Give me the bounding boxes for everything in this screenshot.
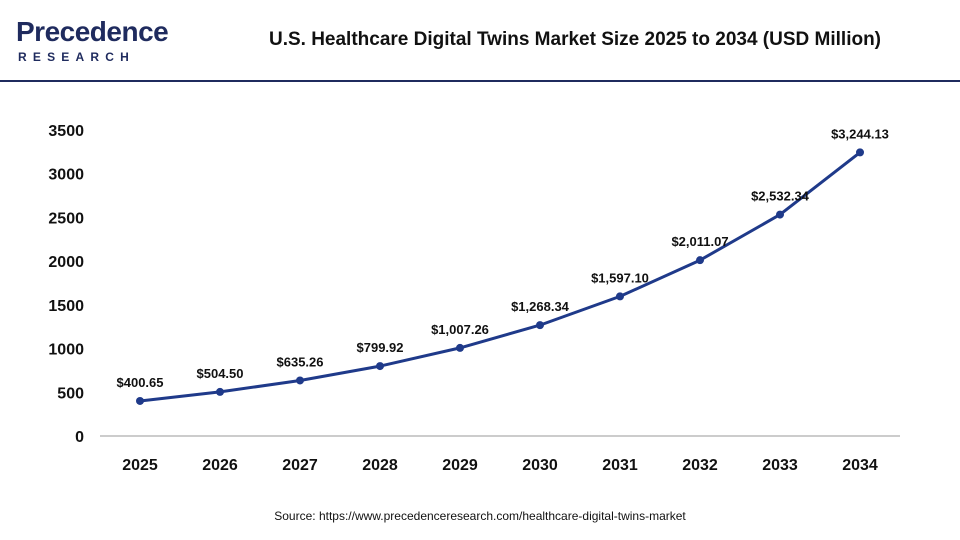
data-label: $2,011.07	[671, 234, 728, 249]
x-tick-label: 2027	[282, 457, 318, 474]
y-tick-label: 2500	[48, 210, 84, 227]
x-tick-label: 2031	[602, 457, 638, 474]
x-tick-label: 2034	[842, 457, 878, 474]
data-point	[536, 321, 544, 330]
x-tick-label: 2025	[122, 457, 158, 474]
x-tick-label: 2030	[522, 457, 558, 474]
x-tick-label: 2028	[362, 457, 398, 474]
y-tick-label: 500	[57, 385, 84, 402]
data-point	[856, 148, 864, 157]
source-label: Source:	[274, 509, 316, 523]
y-tick-label: 0	[75, 429, 84, 446]
y-tick-label: 3000	[48, 167, 84, 184]
data-label: $1,597.10	[591, 270, 649, 285]
y-tick-label: 2000	[48, 254, 84, 271]
data-point	[456, 343, 464, 352]
source-url: https://www.precedenceresearch.com/healt…	[318, 509, 686, 523]
logo-subtitle: RESEARCH	[18, 50, 135, 64]
logo-wordmark: Precedence	[16, 16, 169, 47]
x-tick-label: 2033	[762, 457, 798, 474]
y-tick-label: 1000	[48, 342, 84, 359]
header: Precedence RESEARCH U.S. Healthcare Digi…	[0, 0, 960, 80]
data-point	[136, 396, 144, 405]
data-point	[776, 210, 784, 219]
y-tick-label: 1500	[48, 298, 84, 315]
x-tick-label: 2029	[442, 457, 478, 474]
data-point	[216, 387, 224, 396]
data-label: $1,007.26	[431, 322, 489, 337]
series-line	[138, 150, 862, 403]
chart-title: U.S. Healthcare Digital Twins Market Siz…	[268, 29, 882, 50]
y-tick-label: 3500	[48, 123, 84, 140]
data-label: $2,532.34	[751, 189, 810, 204]
data-point	[296, 376, 304, 385]
data-point	[376, 362, 384, 371]
data-point	[696, 256, 704, 265]
data-label: $799.92	[357, 340, 404, 355]
x-tick-label: 2026	[202, 457, 238, 474]
line-chart: 0 500 1000 1500 2000 2500 3000 3500 2025 2026 2027…	[48, 123, 900, 474]
data-label: $400.65	[117, 375, 164, 390]
data-label: $504.50	[197, 366, 244, 381]
data-label: $3,244.13	[831, 126, 889, 141]
data-label: $1,268.34	[511, 299, 570, 314]
x-tick-label: 2032	[682, 457, 718, 474]
brand-logo: Precedence RESEARCH	[16, 16, 169, 64]
data-label: $635.26	[277, 354, 324, 369]
data-point	[616, 292, 624, 301]
header-divider	[0, 80, 960, 82]
source-note: Source: https://www.precedenceresearch.c…	[0, 508, 960, 524]
